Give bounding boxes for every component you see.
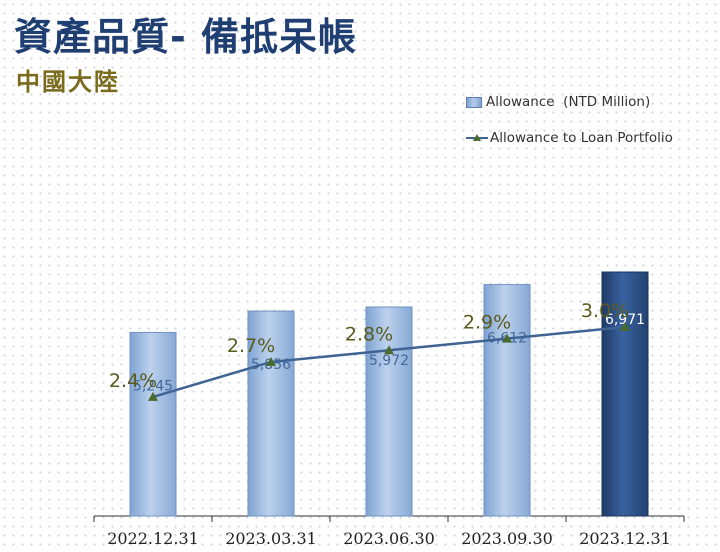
- ratio-value-label: 2.7%: [227, 335, 275, 357]
- x-tick-label: 2022.12.31: [107, 529, 199, 548]
- x-tick-label: 2023.12.31: [579, 529, 671, 548]
- legend-bar-swatch: [466, 96, 482, 108]
- bar: [129, 331, 177, 517]
- bar: [247, 310, 295, 517]
- ratio-value-label: 2.4%: [109, 370, 157, 392]
- ratio-value-label: 2.8%: [345, 323, 393, 345]
- bar-value-label: 5,245: [133, 378, 173, 394]
- page-subtitle: 中國大陸: [16, 68, 120, 96]
- legend-line-swatch: [466, 134, 488, 141]
- x-tick-label: 2023.06.30: [343, 529, 435, 548]
- ratio-point: [620, 322, 630, 331]
- ratio-value-label: 2.9%: [463, 312, 511, 334]
- ratio-point: [266, 356, 276, 366]
- bar: [601, 271, 649, 517]
- ratio-value-label: 3.0%: [581, 300, 629, 322]
- bar-value-label: 5,972: [369, 353, 409, 369]
- legend-ratio-label: Allowance to Loan Portfolio: [490, 130, 673, 146]
- bar-value-label: 6,971: [605, 312, 645, 328]
- bar: [483, 284, 531, 517]
- ratio-point: [148, 391, 158, 401]
- chart-legend: Allowance (NTD Million) Allowance to Loa…: [466, 92, 673, 164]
- legend-item-ratio: Allowance to Loan Portfolio: [466, 128, 673, 148]
- legend-allowance-label: Allowance (NTD Million): [486, 94, 651, 110]
- x-tick-label: 2023.09.30: [461, 529, 553, 548]
- ratio-point: [384, 345, 394, 355]
- ratio-point: [502, 333, 512, 343]
- legend-item-allowance: Allowance (NTD Million): [466, 92, 673, 112]
- bar: [365, 306, 413, 517]
- page-title: 資產品質- 備抵呆帳: [14, 15, 358, 59]
- x-tick-label: 2023.03.31: [225, 529, 317, 548]
